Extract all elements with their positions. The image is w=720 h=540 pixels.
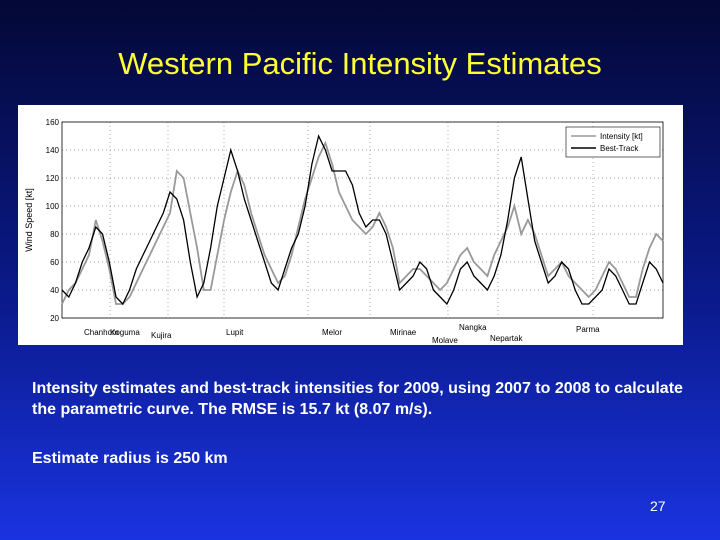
storm-name: Koguma: [110, 328, 140, 337]
caption: Intensity estimates and best-track inten…: [32, 380, 683, 418]
y-tick-label: 120: [46, 174, 60, 183]
plot-frame: [61, 121, 664, 319]
y-tick-label: 140: [46, 146, 60, 155]
storm-name: Kujira: [151, 331, 172, 340]
legend-box: [565, 126, 661, 158]
legend-label: Intensity [kt]: [600, 132, 643, 141]
y-tick-label: 20: [50, 314, 59, 323]
y-tick-label: 100: [46, 202, 60, 211]
storm-name: Nepartak: [490, 334, 523, 343]
y-tick-label: 80: [50, 230, 59, 239]
storm-name: Mirinae: [390, 328, 417, 337]
y-axis-label: Wind Speed [kt]: [24, 188, 34, 252]
y-tick-label: 60: [50, 258, 59, 267]
legend-label: Best-Track: [600, 144, 639, 153]
slide-title: Western Pacific Intensity Estimates: [118, 46, 602, 81]
storm-name: Nangka: [459, 323, 487, 332]
storm-name: Molave: [432, 336, 458, 345]
series-line: [61, 140, 664, 305]
storm-name: Parma: [576, 325, 600, 334]
chart: Wind Speed [kt] 20 40 60 80 100 120 140 160 Inte…: [18, 105, 683, 345]
caption: Estimate radius is 250 km: [32, 450, 228, 467]
page-number: 27: [650, 498, 666, 514]
series-line: [61, 134, 664, 306]
storm-name: Melor: [322, 328, 342, 337]
storm-name: Lupit: [226, 328, 244, 337]
y-tick-label: 160: [46, 118, 60, 127]
y-tick-label: 40: [50, 286, 59, 295]
storm-name: Chanhom: [84, 328, 119, 337]
